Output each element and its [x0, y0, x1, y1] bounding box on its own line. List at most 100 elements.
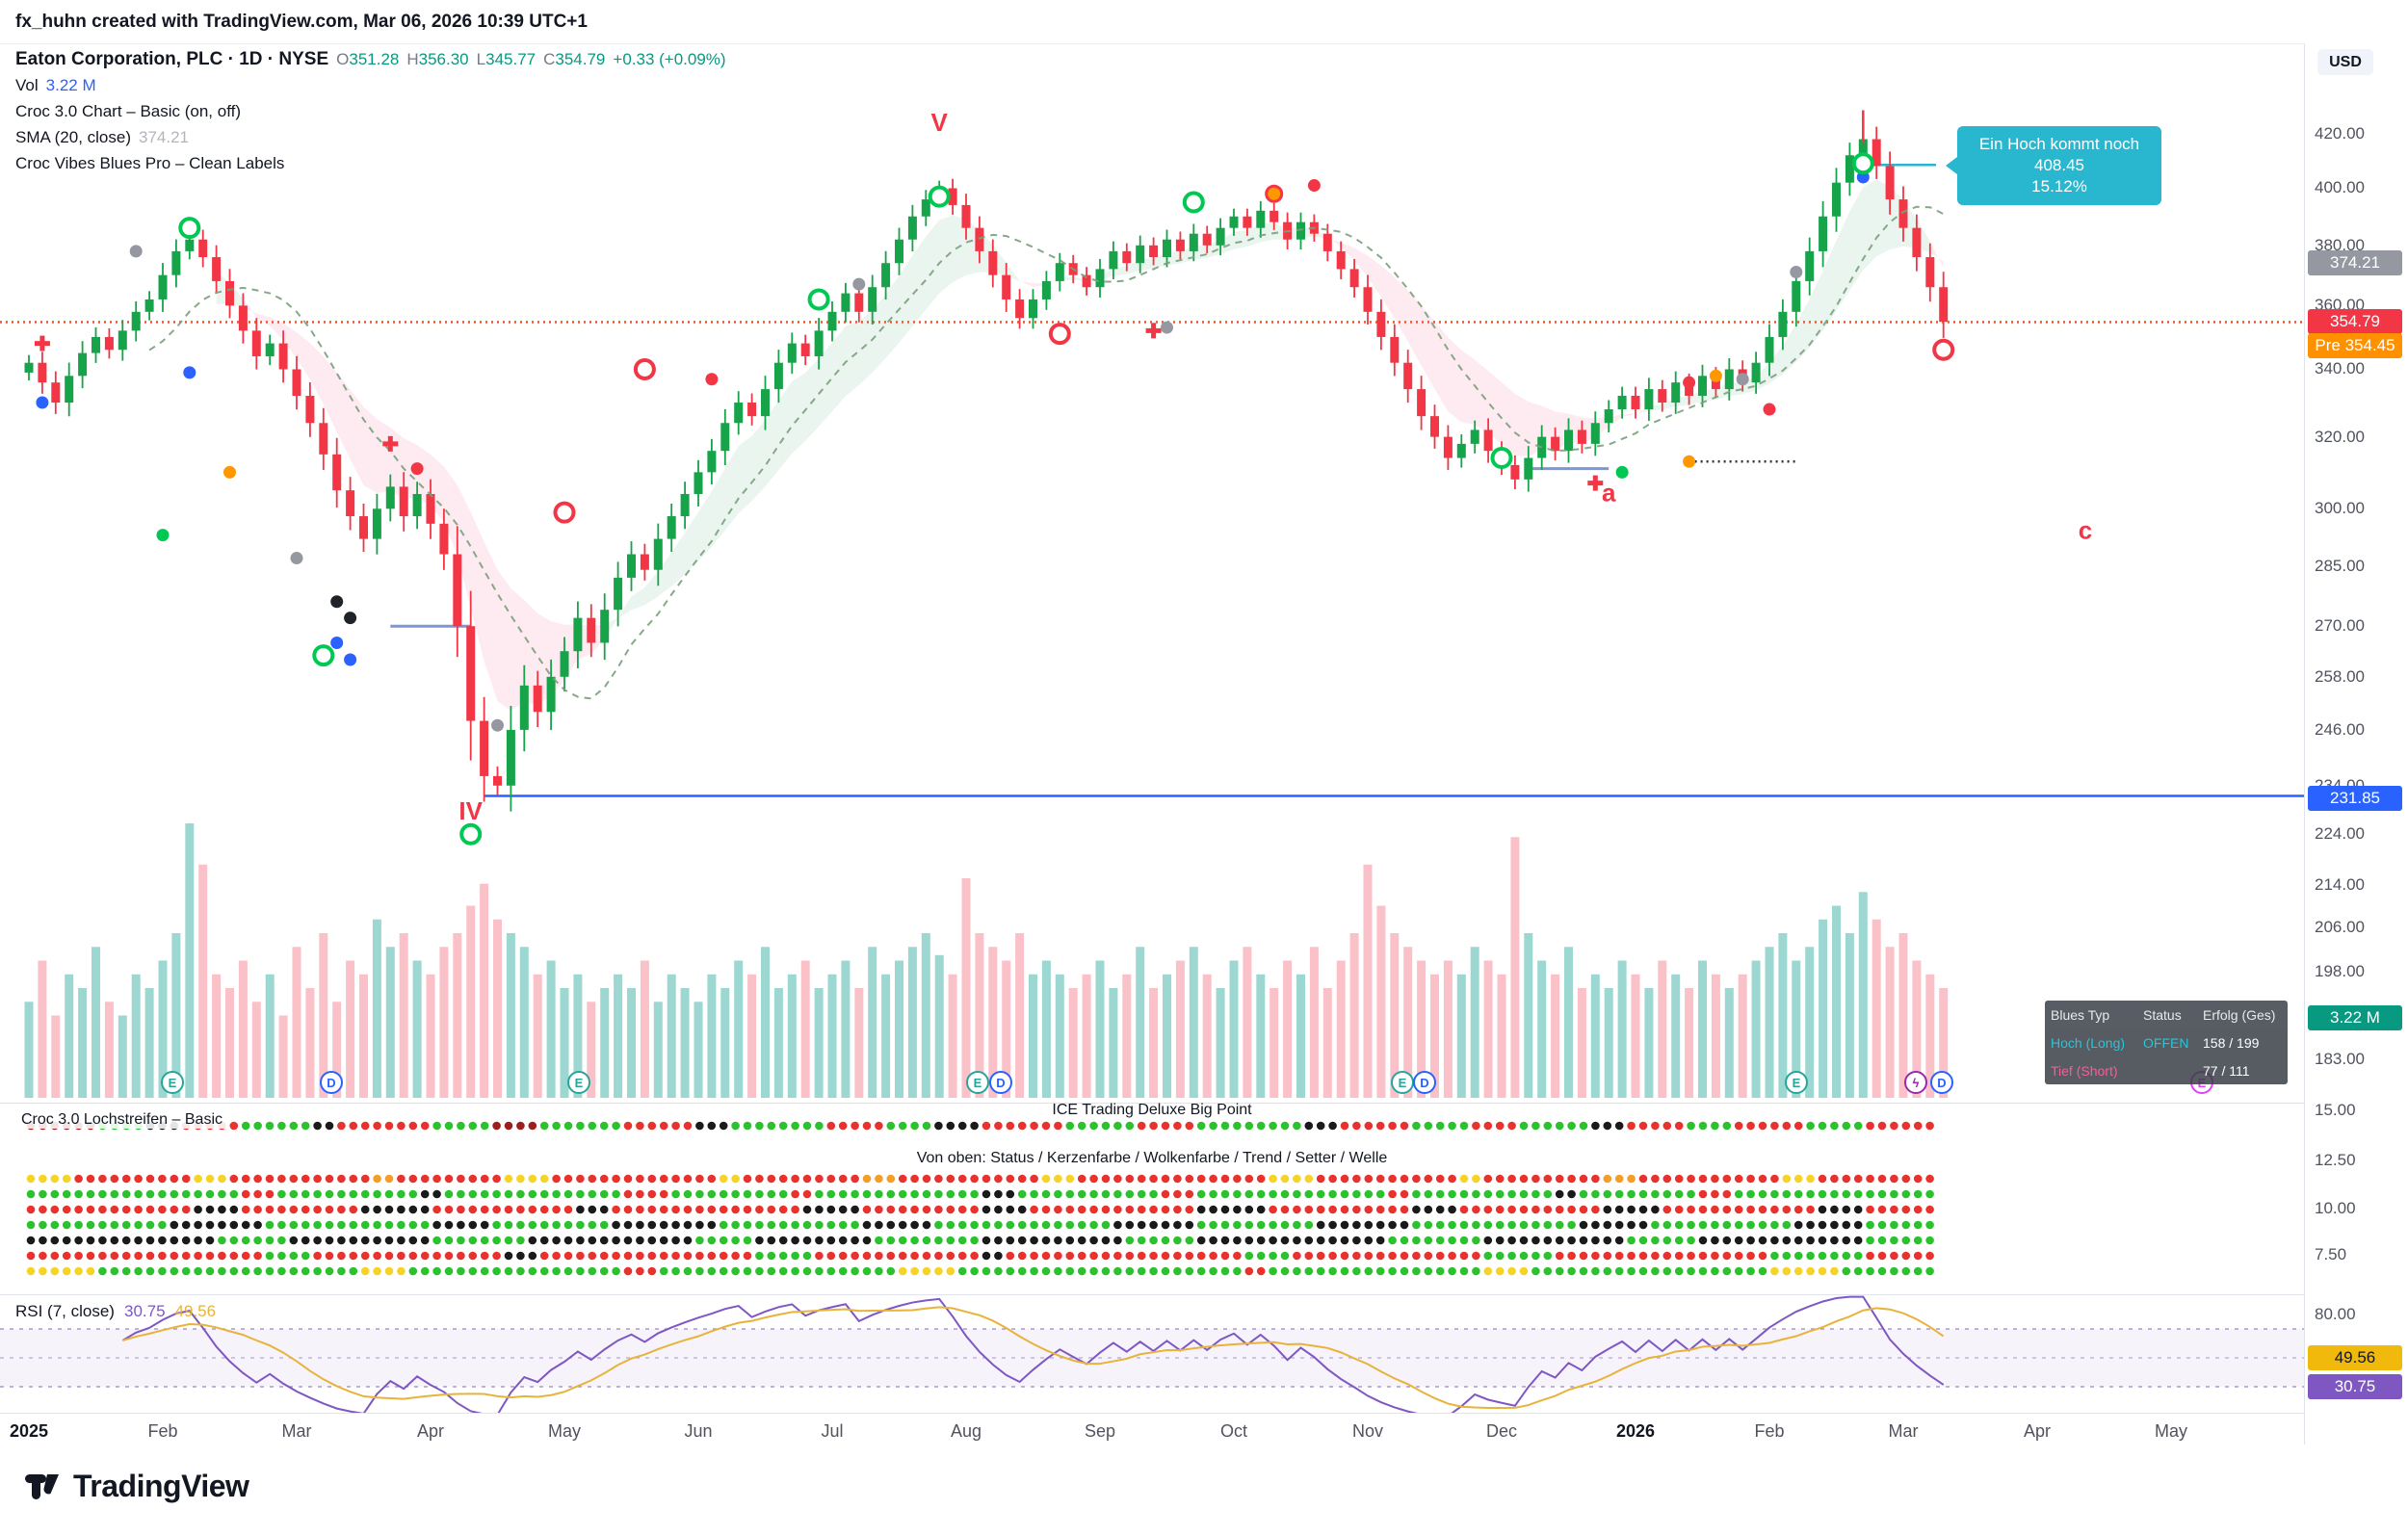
low-value: 345.77 [485, 50, 537, 68]
price-tick-420: 420.00 [2315, 124, 2365, 143]
rsi-value: 30.75 [123, 1302, 166, 1320]
change-value: +0.33 (+0.09%) [613, 50, 726, 68]
svg-text:D: D [1420, 1076, 1428, 1090]
open-value: 351.28 [349, 50, 400, 68]
lochstreifen-label[interactable]: Croc 3.0 Lochstreifen – Basic [15, 1111, 228, 1129]
tradingview-logo-icon [25, 1474, 59, 1499]
price-tick-246: 246.00 [2315, 719, 2365, 739]
tradingview-logo-text: TradingView [73, 1468, 249, 1503]
wave-label-c[interactable]: c [2079, 516, 2092, 545]
rsi-badge-value: 30.75 [2308, 1374, 2402, 1399]
tradingview-logo[interactable]: TradingView [23, 1467, 249, 1505]
pane-separator-1[interactable] [0, 1103, 2304, 1104]
time-tick-Apr: Apr [416, 1421, 445, 1441]
time-tick-Oct: Oct [1219, 1421, 1248, 1441]
ice-panel-title[interactable]: ICE Trading Deluxe Big Point [1052, 1102, 1252, 1118]
rsi-line [121, 1295, 1945, 1418]
open-label: O [336, 50, 350, 68]
event-badge-D[interactable]: D [1413, 1071, 1436, 1094]
price-badge-pre: Pre 354.45 [2308, 333, 2402, 359]
hoch-erfolg: 158 / 199 [2203, 1034, 2260, 1051]
croc-vibes-legend-row[interactable]: Croc Vibes Blues Pro – Clean Labels [15, 152, 726, 175]
callout-pointer [1946, 157, 1957, 174]
event-badge-E[interactable]: E [1391, 1071, 1414, 1094]
symbol-legend-row[interactable]: Eaton Corporation, PLC · 1D · NYSE O351.… [15, 48, 726, 71]
time-tick-Feb: Feb [147, 1421, 178, 1441]
price-tick-320: 320.00 [2315, 427, 2365, 446]
time-tick-2025: 2025 [9, 1421, 49, 1441]
volume-layer [24, 823, 1949, 1098]
volume-label: Vol [15, 76, 39, 94]
rsi-badge-ma: 49.56 [2308, 1345, 2402, 1370]
event-badge-E[interactable]: E [567, 1071, 590, 1094]
rsi-legend-row[interactable]: RSI (7, close) 30.75 49.56 [15, 1302, 216, 1321]
price-tick-224: 224.00 [2315, 824, 2365, 844]
table-row-hoch: Hoch (Long) OFFEN 158 / 199 [2045, 1028, 2288, 1056]
svg-text:E: E [169, 1076, 177, 1090]
rsi-label: RSI (7, close) [15, 1302, 115, 1320]
panel2-tick-15.00: 15.00 [2315, 1101, 2356, 1119]
hoch-typ: Hoch (Long) [2051, 1034, 2126, 1051]
price-badge-last: 354.79 [2308, 309, 2402, 335]
table-header-erfolg: Erfolg (Ges) [2203, 1006, 2276, 1023]
time-tick-Jul: Jul [821, 1421, 844, 1441]
price-tick-285: 285.00 [2315, 556, 2365, 575]
svg-text:D: D [327, 1076, 335, 1090]
chart-legend: Eaton Corporation, PLC · 1D · NYSE O351.… [15, 48, 726, 175]
time-tick-Mar: Mar [281, 1421, 312, 1441]
time-tick-2026: 2026 [1615, 1421, 1656, 1441]
price-scale[interactable]: 420.00 400.00 380.00 360.00 340.00 320.00 300.… [2304, 43, 2408, 1445]
event-badge-D[interactable]: D [989, 1071, 1012, 1094]
time-tick-May: May [2154, 1421, 2188, 1441]
event-badge-D[interactable]: D [1930, 1071, 1953, 1094]
callout-text: Ein Hoch kommt noch [1978, 135, 2140, 153]
sma-legend-row[interactable]: SMA (20, close) 374.21 [15, 126, 726, 149]
croc-chart-label: Croc 3.0 Chart – Basic (on, off) [15, 102, 242, 120]
low-label: L [476, 50, 486, 68]
time-tick-Mar: Mar [1888, 1421, 1919, 1441]
event-badge-E[interactable]: E [966, 1071, 989, 1094]
candles-layer [24, 126, 1949, 812]
hoch-status: OFFEN [2143, 1034, 2189, 1051]
price-tick-380: 380.00 [2315, 235, 2365, 254]
high-value: 356.30 [418, 50, 469, 68]
price-badge-vol: 3.22 M [2308, 1005, 2402, 1030]
volume-legend-row[interactable]: Vol 3.22 M [15, 74, 726, 97]
event-badge-D[interactable]: D [320, 1071, 343, 1094]
close-label: C [543, 50, 556, 68]
time-tick-Jun: Jun [684, 1421, 713, 1441]
panel2-tick-7.50: 7.50 [2315, 1245, 2347, 1263]
target-callout[interactable]: Ein Hoch kommt noch 408.45 15.12% [1946, 126, 2161, 205]
price-tick-206: 206.00 [2315, 918, 2365, 937]
high-label: H [406, 50, 419, 68]
event-badge-ϟ[interactable]: ϟ [1904, 1071, 1927, 1094]
svg-text:D: D [1937, 1076, 1946, 1090]
time-tick-May: May [547, 1421, 582, 1441]
lochstreifen-dots-layer [26, 1121, 1934, 1276]
svg-text:E: E [575, 1076, 584, 1090]
wave-label-V[interactable]: V [931, 108, 949, 137]
croc-chart-legend-row[interactable]: Croc 3.0 Chart – Basic (on, off) [15, 100, 726, 123]
price-badge-low: 231.85 [2308, 786, 2402, 812]
pane-separator-2[interactable] [0, 1294, 2304, 1295]
wave-label-a[interactable]: a [1602, 479, 1616, 508]
time-tick-Apr: Apr [2023, 1421, 2052, 1441]
price-tick-183: 183.00 [2315, 1050, 2365, 1069]
tief-typ: Tief (Short) [2051, 1062, 2118, 1079]
event-badge-E[interactable]: E [1785, 1071, 1808, 1094]
tief-erfolg: 77 / 111 [2203, 1062, 2250, 1079]
price-tick-270: 270.00 [2315, 616, 2365, 636]
wave-label-IV[interactable]: IV [458, 796, 483, 825]
event-badge-E[interactable]: E [161, 1071, 184, 1094]
croc-vibes-label: Croc Vibes Blues Pro – Clean Labels [15, 154, 285, 172]
price-tick-340: 340.00 [2315, 359, 2365, 378]
levels-layer [0, 164, 2304, 797]
svg-text:E: E [1793, 1076, 1801, 1090]
rsi-ma-line [122, 1306, 1945, 1410]
panel2-tick-12.50: 12.50 [2315, 1151, 2356, 1169]
time-tick-Sep: Sep [1084, 1421, 1116, 1441]
time-scale[interactable]: 2025 Feb Mar Apr May Jun Jul Aug Sep Oct Nov Dec 202… [0, 1413, 2304, 1446]
currency-button[interactable]: USD [2317, 49, 2373, 75]
